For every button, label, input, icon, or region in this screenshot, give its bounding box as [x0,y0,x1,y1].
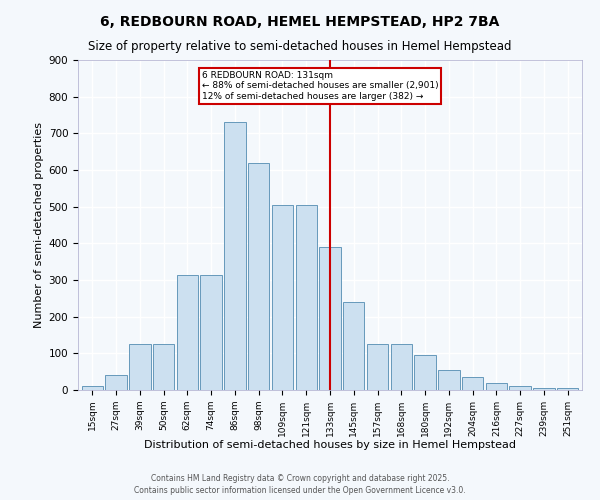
X-axis label: Distribution of semi-detached houses by size in Hemel Hempstead: Distribution of semi-detached houses by … [144,440,516,450]
Text: 6 REDBOURN ROAD: 131sqm
← 88% of semi-detached houses are smaller (2,901)
12% of: 6 REDBOURN ROAD: 131sqm ← 88% of semi-de… [202,71,438,101]
Bar [391,344,412,390]
Bar [509,386,531,390]
Bar [248,162,269,390]
Bar [486,382,507,390]
Y-axis label: Number of semi-detached properties: Number of semi-detached properties [34,122,44,328]
Bar [224,122,245,390]
Bar [319,247,341,390]
Bar [557,388,578,390]
Bar [438,370,460,390]
Bar [200,274,222,390]
Bar [272,205,293,390]
Bar [106,376,127,390]
Bar [533,388,554,390]
Bar [176,274,198,390]
Text: Size of property relative to semi-detached houses in Hemel Hempstead: Size of property relative to semi-detach… [88,40,512,53]
Bar [153,344,174,390]
Bar [343,302,364,390]
Text: Contains HM Land Registry data © Crown copyright and database right 2025.
Contai: Contains HM Land Registry data © Crown c… [134,474,466,495]
Bar [462,377,484,390]
Bar [367,344,388,390]
Bar [296,205,317,390]
Text: 6, REDBOURN ROAD, HEMEL HEMPSTEAD, HP2 7BA: 6, REDBOURN ROAD, HEMEL HEMPSTEAD, HP2 7… [100,15,500,29]
Bar [82,386,103,390]
Bar [415,355,436,390]
Bar [129,344,151,390]
